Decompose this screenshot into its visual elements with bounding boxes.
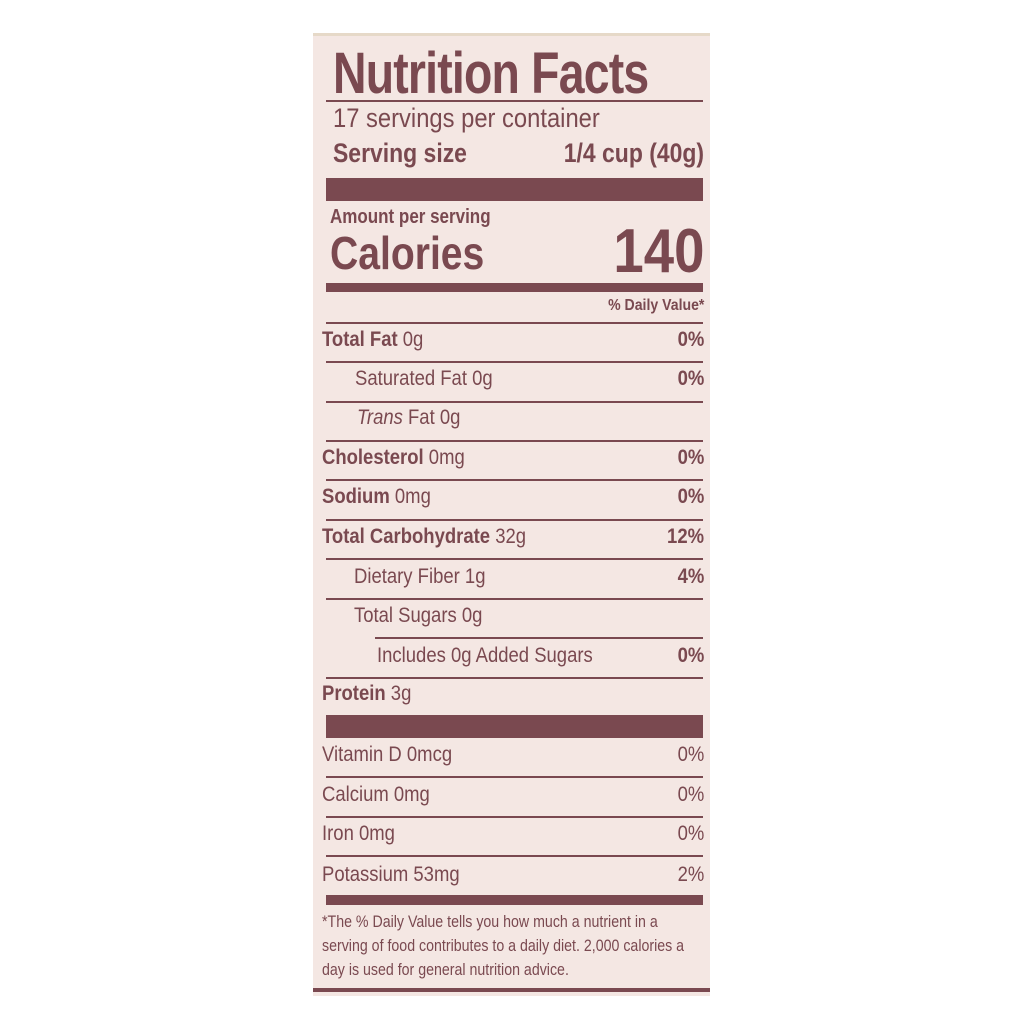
nutrient-row-total-fat: Total Fat 0g 0% <box>322 328 704 351</box>
nutrient-row-protein: Protein 3g <box>322 682 412 705</box>
divider <box>326 855 703 857</box>
divider <box>326 816 703 818</box>
vitamin-row-potassium: Potassium 53mg 2% <box>322 863 704 886</box>
daily-value-header: % Daily Value* <box>607 297 704 314</box>
nutrient-row-total-carbohydrate: Total Carbohydrate 32g 12% <box>322 525 704 548</box>
footnote: *The % Daily Value tells you how much a … <box>322 913 685 979</box>
divider <box>326 598 703 600</box>
amount-per-serving: Amount per serving <box>330 206 491 228</box>
medium-divider <box>326 895 703 905</box>
vitamin-row-vitamin-d: Vitamin D 0mcg 0% <box>322 743 704 766</box>
nutrient-row-dietary-fiber: Dietary Fiber 1g 4% <box>354 565 704 588</box>
divider <box>326 100 703 102</box>
vitamin-row-calcium: Calcium 0mg 0% <box>322 783 704 806</box>
calories-value: 140 <box>612 217 704 286</box>
serving-size-label: Serving size <box>333 138 467 168</box>
nutrient-row-saturated-fat: Saturated Fat 0g 0% <box>355 367 704 390</box>
nutrient-row-total-sugars: Total Sugars 0g <box>354 604 483 627</box>
medium-divider <box>326 283 703 292</box>
divider <box>326 677 703 679</box>
calories-label: Calories <box>330 227 485 279</box>
divider <box>326 401 703 403</box>
nutrient-row-trans-fat: Trans Fat 0g <box>357 406 461 429</box>
nutrient-row-added-sugars: Includes 0g Added Sugars 0% <box>377 644 704 667</box>
servings-per-container: 17 servings per container <box>333 103 600 133</box>
divider <box>326 479 703 481</box>
divider <box>375 637 703 639</box>
vitamin-row-iron: Iron 0mg 0% <box>322 822 704 845</box>
label-title: Nutrition Facts <box>333 41 649 106</box>
divider <box>326 361 703 363</box>
divider <box>326 519 703 521</box>
thick-divider <box>326 715 703 738</box>
serving-size-value: 1/4 cup (40g) <box>563 138 704 168</box>
divider <box>326 440 703 442</box>
thick-divider <box>326 178 703 201</box>
divider <box>326 776 703 778</box>
divider <box>326 322 703 324</box>
bottom-border <box>313 988 710 992</box>
nutrient-row-sodium: Sodium 0mg 0% <box>322 485 704 508</box>
nutrient-row-cholesterol: Cholesterol 0mg 0% <box>322 446 704 469</box>
divider <box>326 558 703 560</box>
